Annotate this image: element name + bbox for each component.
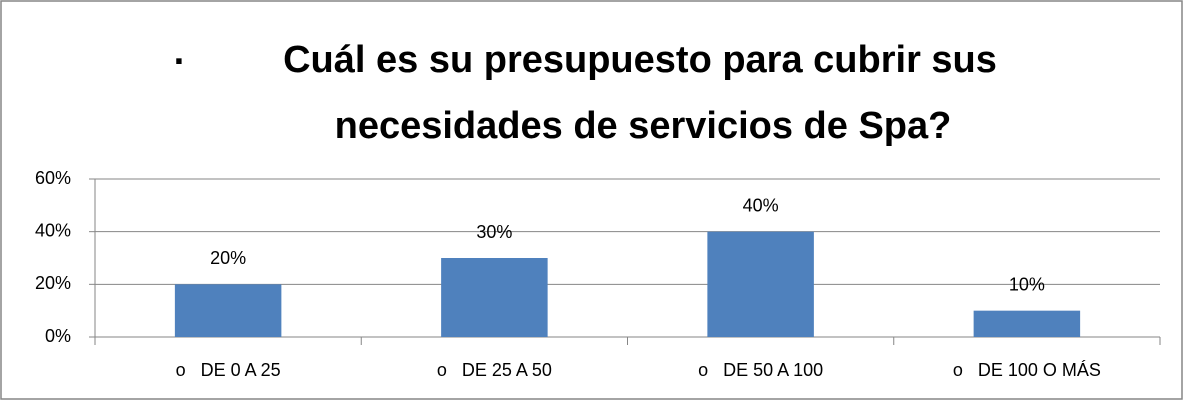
bar — [441, 258, 548, 337]
bar — [174, 284, 282, 337]
value-label: 10% — [1009, 274, 1045, 294]
y-tick-label: 20% — [35, 273, 71, 293]
chart-title: Cuál es su presupuesto para cubrir sus — [283, 39, 997, 81]
chart-title: necesidades de servicios de Spa? — [335, 105, 952, 147]
value-label: 30% — [476, 222, 512, 242]
x-tick-label: o DE 0 A 25 — [176, 360, 281, 380]
title-bullet: · — [174, 41, 187, 83]
y-tick-label: 0% — [45, 326, 71, 346]
bar — [973, 310, 1081, 337]
x-tick-label: o DE 25 A 50 — [437, 360, 552, 380]
y-tick-label: 40% — [35, 220, 71, 240]
y-tick-label: 60% — [35, 168, 71, 188]
bar — [707, 231, 814, 337]
x-tick-label: o DE 50 A 100 — [698, 360, 823, 380]
x-tick-label: o DE 100 O MÁS — [953, 360, 1101, 380]
value-label: 40% — [743, 195, 779, 215]
value-label: 20% — [210, 248, 246, 268]
